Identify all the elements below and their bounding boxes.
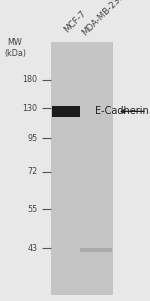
Text: 180: 180 bbox=[22, 75, 38, 84]
Text: MDA-MB-231: MDA-MB-231 bbox=[81, 0, 126, 38]
Text: 43: 43 bbox=[27, 244, 38, 253]
Bar bbox=[80, 248, 112, 252]
Text: MW
(kDa): MW (kDa) bbox=[4, 38, 26, 58]
Bar bbox=[52, 106, 80, 117]
Text: 95: 95 bbox=[27, 134, 38, 143]
Text: MCF-7: MCF-7 bbox=[62, 9, 87, 35]
Text: 130: 130 bbox=[22, 104, 38, 113]
Bar bbox=[51, 42, 112, 295]
Text: 55: 55 bbox=[27, 205, 38, 214]
Text: E-Cadherin: E-Cadherin bbox=[96, 106, 149, 116]
Text: 72: 72 bbox=[27, 167, 38, 176]
